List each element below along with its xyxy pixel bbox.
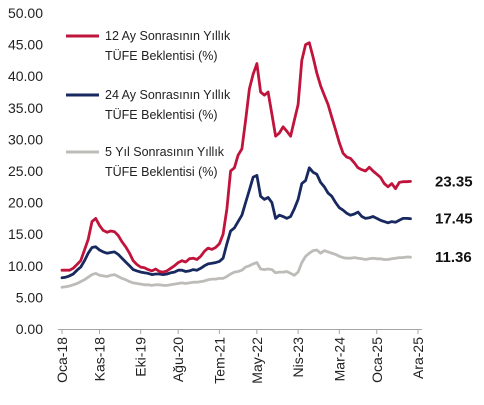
legend-label-1: TÜFE Beklentisi (%) — [105, 108, 218, 122]
series-line-2 — [60, 248, 412, 289]
y-tick-label: 25.00 — [8, 163, 43, 179]
legend-label-2: TÜFE Beklentisi (%) — [105, 165, 218, 179]
x-tick-label: Tem-21 — [211, 337, 227, 384]
y-tick-label: 10.00 — [8, 258, 43, 274]
x-axis: Oca-18 Kas-18 Eki-19 Ağu-20 Tem-21 May-22 Nis-… — [54, 329, 426, 384]
x-tick-label: May-22 — [249, 337, 265, 384]
legend-label-2: 5 Yıl Sonrasının Yıllık — [105, 145, 225, 159]
x-tick-label: Kas-18 — [91, 337, 107, 382]
legend-label-1: 24 Ay Sonrasının Yıllık — [105, 88, 231, 102]
y-tick-label: 5.00 — [16, 289, 43, 305]
x-tick-label: Oca-25 — [369, 337, 385, 383]
y-tick-label: 35.00 — [8, 100, 43, 116]
y-tick-label: 30.00 — [8, 131, 43, 147]
series-line-0 — [60, 41, 412, 274]
legend-label-0: 12 Ay Sonrasının Yıllık — [105, 29, 231, 43]
end-value-label-0: 23.35 — [435, 173, 473, 190]
series-line-1 — [60, 166, 412, 280]
end-labels: 23.35 17.45 11.36 — [435, 173, 473, 266]
y-tick-label: 0.00 — [16, 321, 43, 337]
y-tick-label: 20.00 — [8, 195, 43, 211]
x-tick-label: Eki-19 — [133, 337, 149, 377]
end-value-label-2: 11.36 — [435, 249, 472, 266]
y-tick-label: 50.00 — [8, 5, 43, 21]
series-lines — [60, 41, 412, 289]
y-tick-label: 45.00 — [8, 37, 43, 53]
legend-label-0: TÜFE Beklentisi (%) — [105, 49, 218, 63]
x-tick-label: Nis-23 — [290, 337, 306, 378]
y-axis: 0.00 5.00 10.00 15.00 20.00 25.00 30.00 35.00 40… — [8, 5, 43, 337]
legend: 12 Ay Sonrasının Yıllık TÜFE Beklentisi (… — [66, 29, 231, 179]
x-tick-label: Ağu-20 — [170, 337, 186, 382]
x-tick-label: Ara-25 — [410, 337, 426, 379]
y-tick-label: 40.00 — [8, 68, 43, 84]
end-value-label-1: 17.45 — [435, 211, 473, 228]
x-tick-label: Mar-24 — [331, 337, 347, 382]
x-tick-label: Oca-18 — [54, 337, 70, 383]
y-tick-label: 15.00 — [8, 226, 43, 242]
